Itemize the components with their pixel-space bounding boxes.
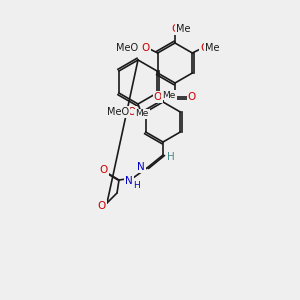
Text: O: O <box>171 24 179 34</box>
Text: O: O <box>142 43 150 53</box>
Text: Me: Me <box>135 110 149 118</box>
Text: N: N <box>137 162 145 172</box>
Text: Me: Me <box>162 91 176 100</box>
Text: H: H <box>167 152 175 162</box>
Text: O: O <box>154 92 162 102</box>
Text: MeO: MeO <box>116 43 138 53</box>
Text: O: O <box>200 43 208 53</box>
Text: Me: Me <box>205 43 220 53</box>
Text: Me: Me <box>176 24 190 34</box>
Text: MeO: MeO <box>106 107 129 117</box>
Text: H: H <box>133 181 140 190</box>
Text: O: O <box>188 92 196 102</box>
Text: O: O <box>100 165 108 175</box>
Text: N: N <box>125 176 133 186</box>
Text: O: O <box>98 201 106 211</box>
Text: O: O <box>128 107 136 117</box>
